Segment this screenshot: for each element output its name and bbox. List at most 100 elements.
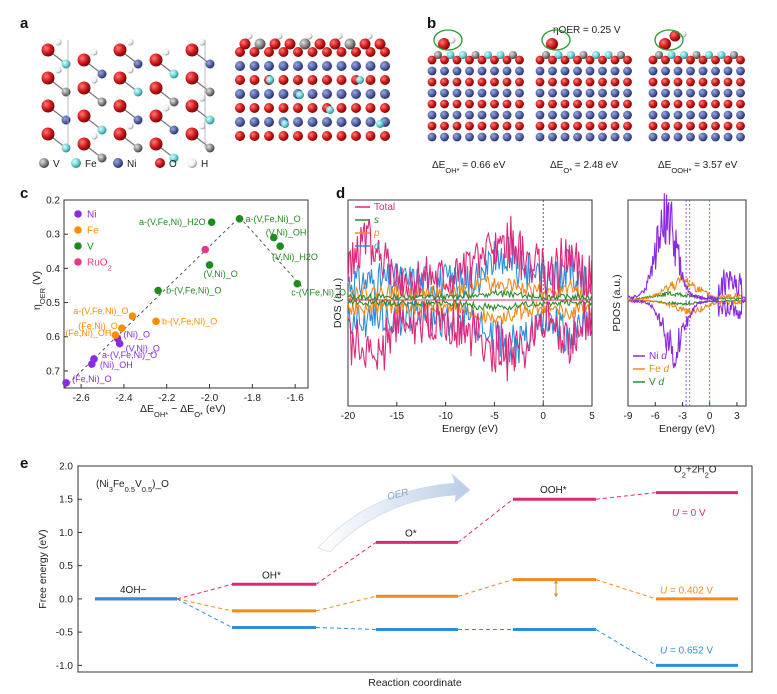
atom-o [239, 38, 251, 50]
atom-o [336, 75, 347, 85]
volcano-right [239, 216, 305, 290]
atom-ni [585, 110, 595, 120]
atom-o [235, 103, 245, 113]
label-part: − ΔE [168, 403, 194, 415]
atom-o [380, 131, 390, 141]
atom-fe [446, 51, 455, 59]
legend-label: p [373, 228, 380, 239]
state-label: O2+2H2O [674, 465, 717, 480]
atom-ni [365, 89, 376, 99]
atom-o [307, 103, 318, 113]
atom-ni [711, 88, 720, 98]
atom-o [723, 77, 733, 87]
atom-o [351, 131, 361, 141]
atom-o [560, 55, 570, 65]
atom-h [365, 32, 373, 40]
atom-ni [623, 66, 632, 76]
atom-h [54, 38, 62, 46]
atom-o [610, 121, 620, 131]
atom-o [336, 131, 347, 141]
atom-v [133, 143, 143, 153]
label-part: 0.5 [142, 485, 152, 494]
point-label: (Fe,Ni)_O [78, 321, 118, 331]
atom-o [365, 47, 376, 57]
atom-ni [490, 66, 499, 76]
atom-o [427, 121, 437, 131]
atom-ni [648, 88, 658, 98]
atom-v [434, 51, 442, 59]
atom-o [515, 99, 524, 109]
label-part: 2 [705, 470, 709, 479]
atom-ni [686, 110, 695, 120]
atom-o [610, 77, 620, 87]
atom-o [293, 47, 303, 57]
atom-o [598, 99, 607, 109]
x-tick-label: -10 [438, 411, 453, 422]
atom-ni [623, 132, 632, 142]
atom-ni [427, 66, 437, 76]
atom-o [736, 121, 745, 131]
atom-ni [535, 66, 545, 76]
atom-o [711, 99, 720, 109]
atom-ni [427, 88, 437, 98]
legend-label: H [201, 159, 208, 170]
atom-h [198, 122, 206, 130]
plot-frame [77, 465, 753, 673]
y-axis-label: Free energy (eV) [37, 529, 49, 608]
atom-ni [502, 88, 512, 98]
atom-o [278, 47, 289, 57]
atom-ni [427, 132, 437, 142]
atom-o [610, 99, 620, 109]
label-part: d [658, 377, 664, 388]
pdos-curve-up [627, 274, 746, 301]
atom-ni [661, 132, 670, 142]
y-tick-label: 0.5 [59, 561, 73, 572]
atom-fe [61, 59, 71, 69]
data-point [154, 286, 162, 295]
atom-ni [465, 110, 474, 120]
atom-o [149, 109, 163, 123]
atom-o [535, 55, 545, 65]
atom-o [322, 47, 332, 57]
legend-label: RuO2 [87, 258, 112, 273]
atom-o [380, 47, 390, 57]
atom-ni [336, 117, 347, 127]
data-point [269, 233, 278, 242]
atom-ni [585, 132, 595, 142]
atom-o [293, 131, 303, 141]
atom-o [560, 77, 570, 87]
label-part: OOH* [671, 166, 691, 175]
atom-fe [376, 120, 384, 128]
atom-ni [249, 117, 260, 127]
atom-h [162, 104, 170, 112]
point-label: (Ni)_OH [100, 360, 133, 370]
atom-o [336, 103, 347, 113]
energy-label: ΔEO* = 2.48 eV [550, 160, 618, 175]
atom-o [477, 55, 487, 65]
x-axis-label: ΔEOH* − ΔEO* (eV) [140, 403, 226, 419]
atom-o [477, 99, 487, 109]
atom-o [249, 75, 260, 85]
label-part: ΔE [658, 160, 672, 171]
atom-o [149, 81, 163, 95]
atom-o [573, 99, 582, 109]
atom-o [610, 55, 620, 65]
atom-fe [61, 143, 71, 153]
atom-o [155, 158, 165, 168]
atom-fe [680, 51, 688, 59]
atom-o [284, 38, 296, 50]
atom-h [90, 76, 98, 84]
atom-o [623, 99, 632, 109]
atom-o [149, 53, 163, 67]
legend-marker [74, 258, 82, 266]
atom-o [365, 75, 376, 85]
atom-v [655, 51, 663, 59]
x-tick-label: -2.0 [201, 393, 219, 404]
atom-o [723, 55, 733, 65]
atom-h [90, 48, 98, 56]
atom-o [573, 55, 582, 65]
label-part: U [672, 508, 680, 519]
atom-ni [535, 88, 545, 98]
composition-label: (Ni3Fe0.5V0.5)_O [96, 479, 169, 494]
